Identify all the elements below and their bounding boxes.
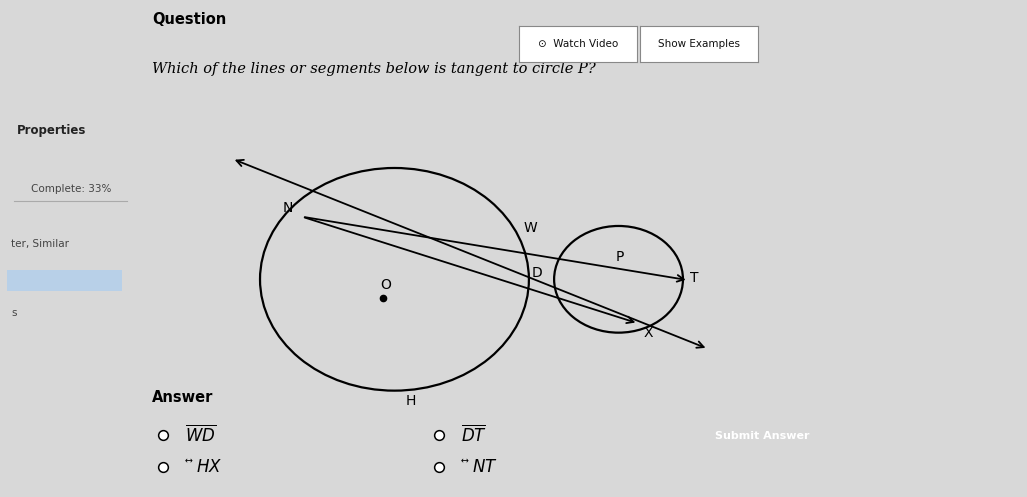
Text: ter, Similar: ter, Similar — [11, 239, 69, 248]
Text: Complete: 33%: Complete: 33% — [31, 184, 111, 194]
Text: $\overleftrightarrow{NT}$: $\overleftrightarrow{NT}$ — [461, 458, 498, 476]
Text: T: T — [690, 271, 698, 285]
FancyBboxPatch shape — [7, 270, 122, 291]
Text: Which of the lines or segments below is tangent to circle P?: Which of the lines or segments below is … — [152, 62, 596, 76]
Text: P: P — [616, 250, 624, 264]
Text: W: W — [524, 221, 537, 235]
Text: s: s — [11, 308, 16, 318]
Text: D: D — [532, 266, 542, 280]
Text: Submit Answer: Submit Answer — [715, 431, 810, 441]
Text: Properties: Properties — [16, 124, 86, 137]
Text: Answer: Answer — [152, 390, 214, 405]
Text: $\overline{DT}$: $\overline{DT}$ — [461, 424, 487, 445]
Text: N: N — [282, 201, 293, 215]
Text: H: H — [406, 394, 416, 408]
Text: ⊙  Watch Video: ⊙ Watch Video — [537, 39, 618, 49]
Text: O: O — [380, 278, 391, 292]
Text: Show Examples: Show Examples — [658, 39, 739, 49]
Text: $\overleftrightarrow{HX}$: $\overleftrightarrow{HX}$ — [186, 458, 223, 476]
Text: $\overline{WD}$: $\overline{WD}$ — [186, 424, 217, 445]
Text: Question: Question — [152, 12, 226, 27]
Text: X: X — [644, 327, 653, 340]
